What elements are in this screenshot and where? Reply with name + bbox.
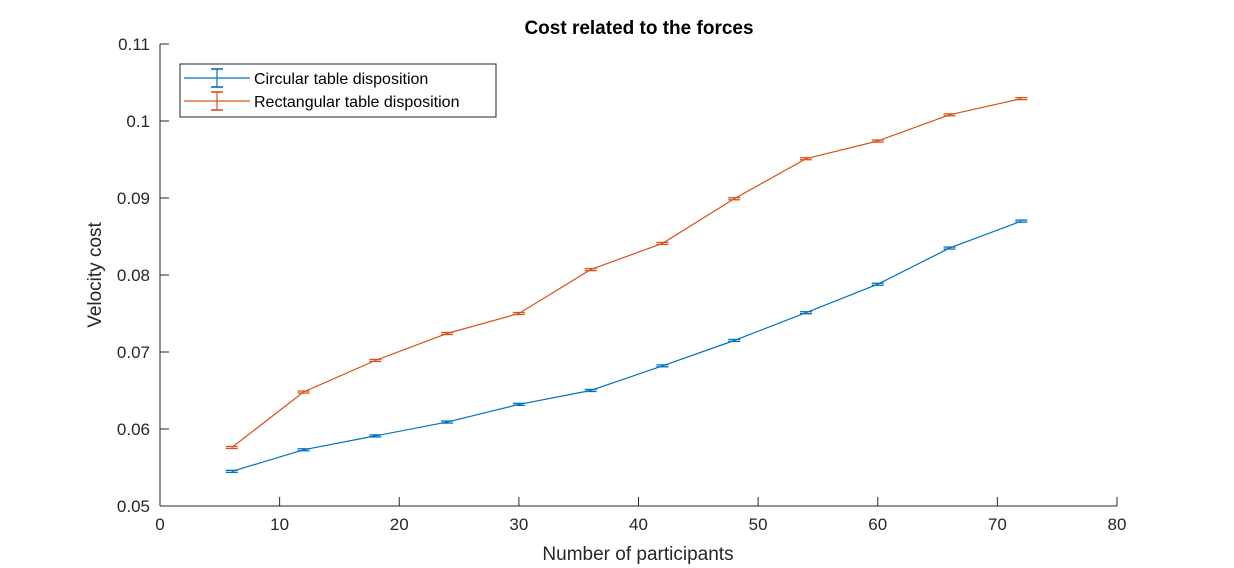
data-point <box>441 331 454 336</box>
data-point <box>728 197 741 201</box>
data-point <box>1015 219 1028 223</box>
data-point <box>656 241 669 246</box>
series-layer <box>225 97 1028 474</box>
x-tick-label: 50 <box>749 515 768 534</box>
x-tick-label: 80 <box>1108 515 1127 534</box>
legend-entry-2: Rectangular table disposition <box>184 91 459 111</box>
y-axis-title: Velocity cost <box>85 221 106 327</box>
data-point <box>656 364 669 368</box>
data-point <box>943 113 956 117</box>
data-point <box>369 358 382 363</box>
data-point <box>799 157 812 161</box>
data-point <box>584 388 597 393</box>
data-point <box>225 445 238 450</box>
legend-label: Circular table disposition <box>254 71 428 88</box>
y-tick-label: 0.06 <box>117 420 150 439</box>
x-tick-label: 70 <box>988 515 1007 534</box>
data-point <box>871 139 884 143</box>
data-point <box>441 420 454 424</box>
data-point <box>799 311 812 315</box>
x-tick-label: 10 <box>270 515 289 534</box>
data-point <box>584 267 597 272</box>
data-point <box>728 338 741 343</box>
legend-box <box>179 63 497 118</box>
series-2 <box>225 97 1028 450</box>
x-tick-label: 40 <box>629 515 648 534</box>
y-tick-label: 0.09 <box>117 189 150 208</box>
legend: Circular table disposition Rectangular ta… <box>179 63 497 118</box>
series-line <box>231 98 1022 448</box>
x-axis-title: Number of participants <box>542 544 733 565</box>
y-tick-label: 0.08 <box>117 266 150 285</box>
y-tick-label: 0.11 <box>118 35 150 54</box>
y-tick-label: 0.05 <box>117 497 150 516</box>
data-point <box>225 469 238 474</box>
data-point <box>871 282 884 286</box>
data-point <box>297 390 310 394</box>
series-line <box>231 220 1022 472</box>
data-point <box>512 311 525 316</box>
data-point <box>297 448 310 452</box>
data-point <box>512 402 525 407</box>
legend-label: Rectangular table disposition <box>254 94 459 111</box>
y-tick-label: 0.07 <box>117 343 150 362</box>
data-point <box>943 246 956 250</box>
y-axis: 0.05 0.06 0.07 0.08 0.09 0.1 0.11 <box>117 35 169 516</box>
x-tick-label: 0 <box>155 515 164 534</box>
legend-entry-1: Circular table disposition <box>184 68 428 88</box>
y-tick-label: 0.1 <box>126 112 150 131</box>
data-point <box>1015 97 1028 101</box>
x-tick-label: 60 <box>868 515 887 534</box>
series-1 <box>225 219 1028 474</box>
data-point <box>369 434 382 438</box>
chart-title: Cost related to the forces <box>524 18 753 39</box>
x-axis: 0 10 20 30 40 50 60 70 80 <box>155 497 1126 534</box>
x-tick-label: 20 <box>390 515 409 534</box>
x-tick-label: 30 <box>509 515 528 534</box>
